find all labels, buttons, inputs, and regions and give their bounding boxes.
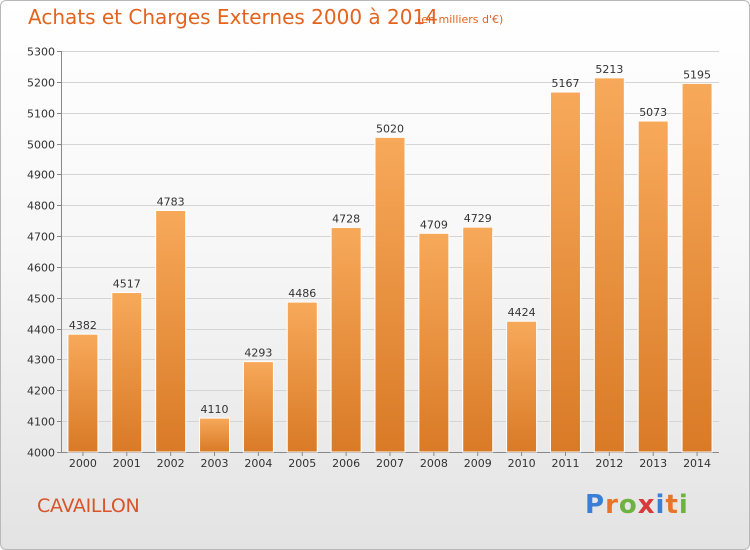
data-label: 4783	[157, 195, 185, 208]
logo-letter: r	[605, 490, 619, 520]
logo-letter: o	[618, 490, 638, 520]
x-tick-label: 2009	[464, 457, 492, 470]
bar	[155, 209, 187, 453]
data-label: 5213	[595, 63, 623, 76]
y-tick-label: 4500	[27, 293, 55, 306]
x-tick-label: 2014	[683, 457, 711, 470]
x-tick-label: 2002	[157, 457, 185, 470]
unit-label: (en milliers d'€)	[417, 13, 504, 26]
bar	[242, 361, 274, 453]
y-tick-label: 4200	[27, 385, 55, 398]
y-tick-label: 4100	[27, 416, 55, 429]
bar	[462, 226, 494, 453]
x-tick-label: 2003	[201, 457, 229, 470]
y-tick-label: 4700	[27, 231, 55, 244]
bar	[549, 91, 581, 453]
y-tick-label: 5000	[27, 139, 55, 152]
bar	[506, 320, 538, 453]
bar	[67, 333, 99, 453]
bar	[418, 232, 450, 453]
data-label: 4486	[288, 287, 316, 300]
x-tick-label: 2013	[639, 457, 667, 470]
x-tick-label: 2007	[376, 457, 404, 470]
logo-letter: x	[637, 490, 656, 520]
data-label: 4517	[113, 278, 141, 291]
bar	[681, 82, 713, 453]
data-label: 4293	[244, 347, 272, 360]
x-tick-label: 2010	[508, 457, 536, 470]
x-tick-label: 2004	[244, 457, 272, 470]
bar	[374, 136, 406, 453]
y-tick-label: 5200	[27, 77, 55, 90]
logo-letter: P	[585, 490, 606, 520]
x-tick-label: 2008	[420, 457, 448, 470]
bar	[286, 301, 318, 453]
y-tick-label: 4400	[27, 324, 55, 337]
x-tick-label: 2006	[332, 457, 360, 470]
x-tick-label: 2000	[69, 457, 97, 470]
data-label: 4382	[69, 319, 97, 332]
y-tick-label: 5100	[27, 108, 55, 121]
data-label: 4729	[464, 212, 492, 225]
bar	[593, 77, 625, 453]
data-label: 5073	[639, 106, 667, 119]
logo-letter: i	[678, 490, 689, 520]
city-name: CAVAILLON	[37, 495, 140, 517]
y-tick-label: 4300	[27, 354, 55, 367]
proxiti-logo[interactable]: Proxiti	[585, 490, 689, 520]
data-label: 4424	[508, 306, 536, 319]
y-tick-label: 5300	[27, 46, 55, 59]
data-label: 4728	[332, 212, 360, 225]
data-label: 5195	[683, 68, 711, 81]
data-label: 4709	[420, 218, 448, 231]
y-tick-label: 4600	[27, 262, 55, 275]
bar	[111, 292, 143, 453]
bar	[330, 226, 362, 453]
x-tick-label: 2011	[551, 457, 579, 470]
x-tick-label: 2005	[288, 457, 316, 470]
bar	[199, 417, 231, 453]
bar	[637, 120, 669, 453]
x-tick-label: 2012	[595, 457, 623, 470]
x-tick-label: 2001	[113, 457, 141, 470]
chart-title: Achats et Charges Externes 2000 à 2014	[28, 5, 438, 29]
y-tick-label: 4000	[27, 447, 55, 460]
logo-letter: t	[665, 490, 679, 520]
logo-letter: i	[655, 490, 666, 520]
data-label: 5020	[376, 122, 404, 135]
data-label: 4110	[201, 403, 229, 416]
data-label: 5167	[551, 77, 579, 90]
y-tick-label: 4800	[27, 200, 55, 213]
y-tick-label: 4900	[27, 169, 55, 182]
